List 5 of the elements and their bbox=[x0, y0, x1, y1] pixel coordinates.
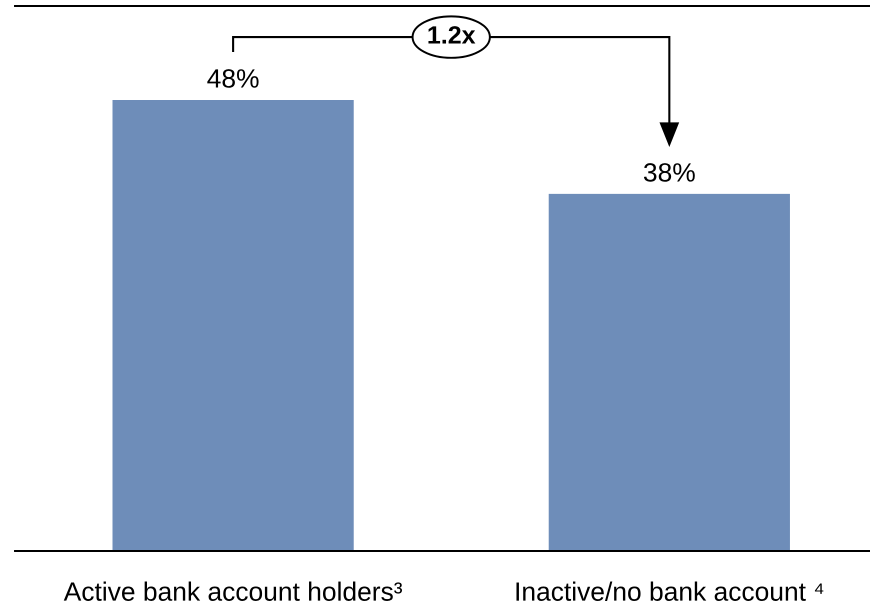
x-tick-label: Active bank account holders³ bbox=[64, 582, 402, 601]
data-label: 38% bbox=[644, 163, 695, 182]
annotation: 1.2x bbox=[428, 26, 476, 44]
x-tick-label: Inactive/no bank account ⁴ bbox=[516, 582, 824, 601]
data-label: 48% bbox=[207, 69, 259, 88]
